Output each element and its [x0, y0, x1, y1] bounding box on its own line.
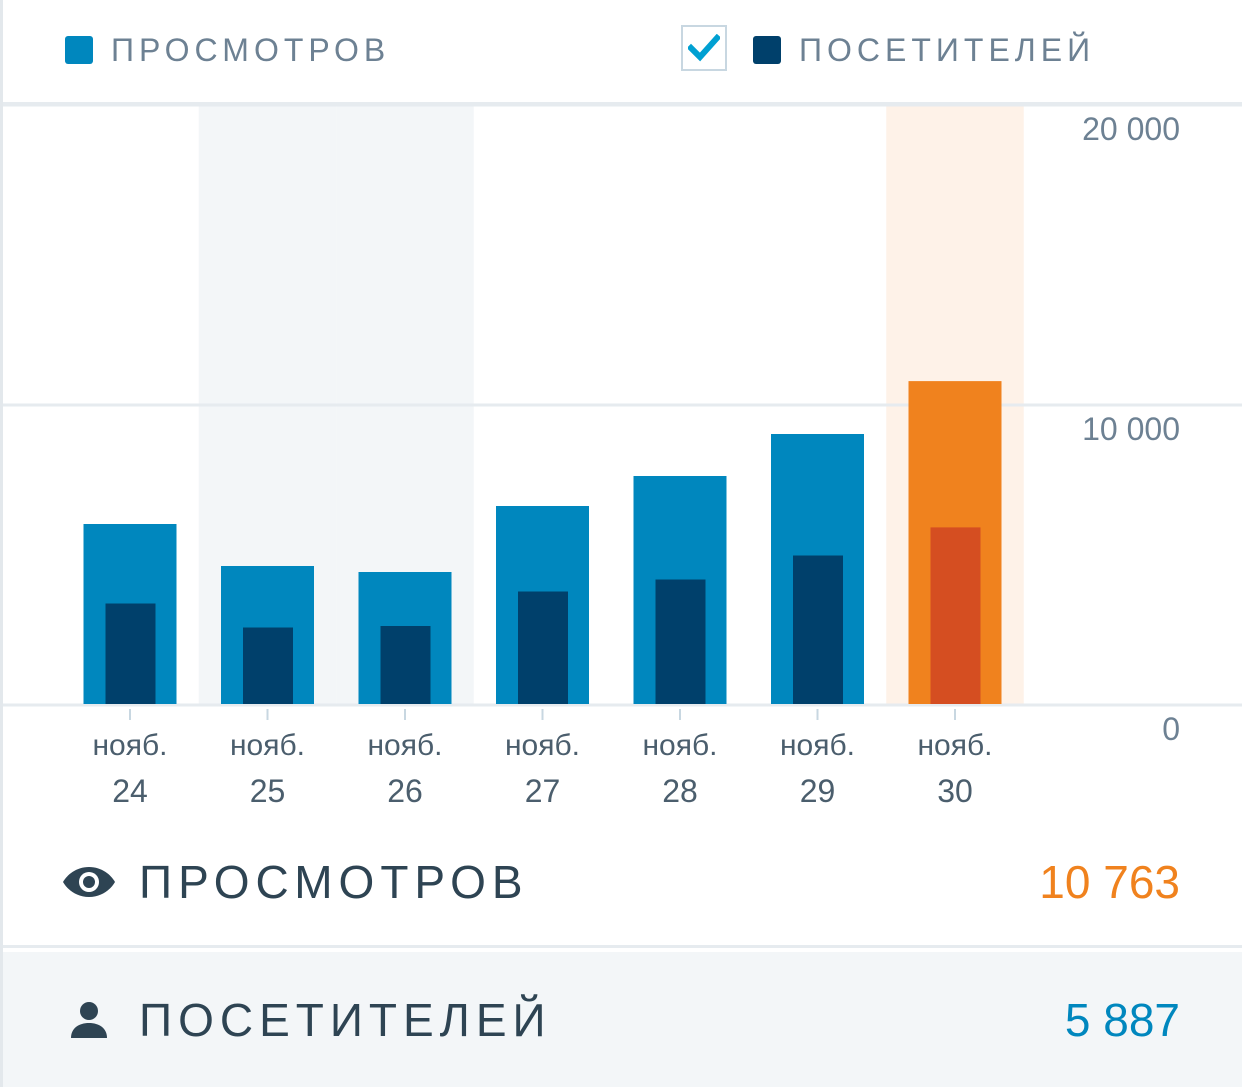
eye-icon	[61, 854, 117, 910]
chart-legend: ПРОСМОТРОВ ПОСЕТИТЕЛЕЙ	[3, 0, 1242, 104]
visitors-bar	[105, 603, 156, 704]
visitors-bar	[655, 579, 706, 704]
x-tick-month-label: нояб.	[367, 729, 442, 762]
x-tick-day-label: 24	[112, 773, 148, 809]
legend-visitors: ПОСЕТИТЕЛЕЙ	[753, 30, 1095, 70]
visitors-bar	[243, 627, 293, 704]
visitors-checkbox[interactable]	[681, 25, 727, 71]
x-tick-day-label: 28	[662, 773, 698, 809]
summary-views-value: 10 763	[1039, 855, 1180, 908]
visitors-bar	[793, 555, 843, 704]
x-tick-day-label: 26	[387, 773, 423, 809]
visitors-bar	[930, 527, 981, 704]
summary-visitors-row[interactable]: ПОСЕТИТЕЛЕЙ 5 887	[3, 952, 1242, 1087]
x-tick-month-label: нояб.	[917, 729, 992, 762]
legend-views-swatch	[65, 36, 93, 64]
x-tick-day-label: 25	[250, 773, 286, 809]
summary-visitors-value: 5 887	[1064, 993, 1180, 1046]
x-tick-day-label: 27	[525, 773, 561, 809]
bar-chart: 20 000 10 000 0 нояб. 24 нояб. 25 нояб. 26 нояб. 2…	[3, 104, 1242, 824]
x-tick-month-label: нояб.	[780, 729, 855, 762]
legend-views-label: ПРОСМОТРОВ	[111, 31, 391, 68]
summary-visitors-label: ПОСЕТИТЕЛЕЙ	[139, 993, 552, 1046]
x-tick-day-label: 29	[800, 773, 836, 809]
person-icon	[61, 992, 117, 1048]
checkmark-icon	[688, 34, 720, 62]
x-tick-day-label: 30	[937, 773, 973, 809]
bar-chart-svg: 20 000 10 000 0 нояб. 24 нояб. 25 нояб. 26 нояб. 2…	[3, 104, 1242, 809]
summary-views-row[interactable]: ПРОСМОТРОВ 10 763	[3, 818, 1242, 948]
legend-views: ПРОСМОТРОВ	[65, 30, 390, 70]
x-tick-month-label: нояб.	[642, 729, 717, 762]
legend-visitors-label: ПОСЕТИТЕЛЕЙ	[799, 31, 1096, 68]
x-tick-month-label: нояб.	[92, 729, 167, 762]
legend-visitors-swatch	[753, 36, 781, 64]
x-tick-month-label: нояб.	[505, 729, 580, 762]
visitors-bar	[518, 591, 568, 704]
visitors-bar	[380, 626, 431, 704]
y-tick-label: 0	[1162, 711, 1180, 747]
summary-views-label: ПРОСМОТРОВ	[139, 855, 529, 908]
x-tick-month-label: нояб.	[230, 729, 305, 762]
y-tick-label: 20 000	[1082, 111, 1180, 147]
y-tick-label: 10 000	[1082, 411, 1180, 447]
